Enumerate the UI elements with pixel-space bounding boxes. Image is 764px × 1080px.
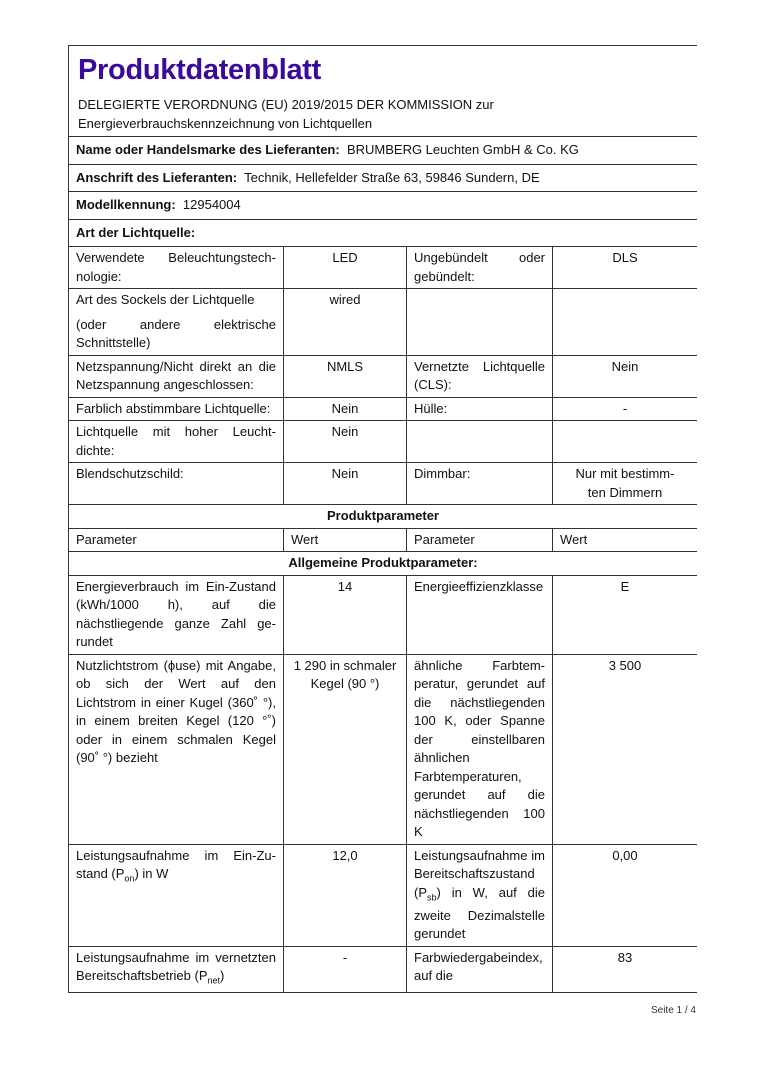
regulation-line-1: DELEGIERTE VERORDNUNG (EU) 2019/2015 DER… (78, 97, 494, 112)
light-source-type-heading: Art der Lichtquelle: (68, 218, 697, 247)
table-row: Nutzlichtstrom (ϕuse) mit An­gabe, ob si… (68, 653, 697, 845)
parameter-value: NMLS (283, 354, 407, 398)
parameter-value: Nein (283, 462, 407, 505)
parameter-label: Ungebündelt oder gebündelt: (406, 246, 553, 289)
parameter-label: Lichtquelle mit hoher Leucht­dichte: (68, 420, 284, 463)
parameter-label: Art des Sockels der Lichtquelle (oder and… (68, 288, 284, 356)
label-text: Leistungsaufnahme im Bereitschaftszu­sta… (414, 847, 545, 900)
table-row: Netzspannung/Nicht direkt an die Netzspa… (68, 354, 697, 398)
empty-cell (552, 288, 697, 356)
parameter-value: 3 500 (552, 653, 697, 845)
parameter-label: Leistungsaufnahme im Bereitschaftszu­sta… (406, 843, 553, 947)
parameter-label-note: (oder andere elektrische Schnittstelle) (76, 316, 276, 351)
parameter-label: Energieeffizienzklas­se (406, 574, 553, 655)
label-subscript: on (124, 873, 135, 884)
parameter-value: Nein (552, 354, 697, 398)
parameter-value: - (283, 945, 407, 994)
parameter-value: wired (283, 288, 407, 356)
parameter-label: Energieverbrauch im Ein-Zu­stand (kWh/10… (68, 574, 284, 655)
parameter-value: - (552, 396, 697, 421)
label-subscript: net (207, 975, 221, 986)
supplier-address-row: Anschrift des Lieferanten: Technik, Hell… (68, 163, 697, 192)
parameter-value: 12,0 (283, 843, 407, 947)
parameter-value: 83 (552, 945, 697, 994)
parameter-value: 0,00 (552, 843, 697, 947)
product-params-heading: Produktparameter (68, 504, 697, 529)
parameter-label: Netzspannung/Nicht direkt an die Netzspa… (68, 354, 284, 398)
column-header-row: Parameter Wert Parameter Wert (68, 527, 697, 552)
parameter-label: Nutzlichtstrom (ϕuse) mit An­gabe, ob si… (68, 653, 284, 845)
table-row: Leistungsaufnahme im Ein-Zu­stand (Pon) … (68, 843, 697, 947)
datasheet-table: Produktdatenblatt DELEGIERTE VERORDNUNG … (68, 45, 697, 994)
table-row: Lichtquelle mit hoher Leucht­dichte: Nei… (68, 420, 697, 463)
parameter-value: Nur mit bestimm­ten Dimmern (552, 462, 697, 505)
label-text: ) in W (134, 866, 169, 881)
general-params-heading: Allgemeine Produktparameter: (68, 551, 697, 576)
header-row: Produktdatenblatt DELEGIERTE VERORDNUNG … (68, 45, 697, 137)
parameter-value: Nein (283, 396, 407, 421)
empty-cell (406, 420, 553, 463)
column-header: Parameter (68, 527, 284, 552)
parameter-value: 14 (283, 574, 407, 655)
table-row: Art des Sockels der Lichtquelle (oder and… (68, 288, 697, 356)
parameter-value: DLS (552, 246, 697, 289)
column-header: Parameter (406, 527, 553, 552)
label-text: ) (220, 968, 225, 984)
regulation-line-2: Energieverbrauchskennzeichnung von Licht… (78, 115, 373, 131)
supplier-address-label: Anschrift des Lieferanten: (76, 169, 238, 185)
parameter-value: LED (283, 246, 407, 289)
parameter-label: Leistungsaufnahme im vernetz­ten Bereits… (68, 945, 284, 994)
column-header: Wert (283, 527, 407, 552)
parameter-label-line: Art des Sockels der Lichtquelle (76, 292, 255, 307)
parameter-label: Verwendete Beleuchtungstech­nologie: (68, 246, 284, 289)
model-id: 12954004 (182, 197, 241, 212)
column-header: Wert (552, 527, 697, 552)
parameter-label: Leistungsaufnahme im Ein-Zu­stand (Pon) … (68, 843, 284, 947)
empty-cell (406, 288, 553, 356)
label-text: Leistungsaufnahme im vernetz­ten Bereits… (76, 949, 276, 984)
parameter-value: Nein (283, 420, 407, 463)
table-row: Farblich abstimmbare Licht­quelle: Nein … (68, 396, 697, 421)
label-text: Leistungsaufnahme im Ein-Zu­stand (P (76, 847, 276, 882)
parameter-label: Hülle: (406, 396, 553, 421)
label-subscript: sb (427, 892, 437, 903)
parameter-value: E (552, 574, 697, 655)
parameter-label: Vernetzte Lichtquel­le (CLS): (406, 354, 553, 398)
parameter-value: 1 290 in schma­ler Kegel (90 °) (283, 653, 407, 845)
table-row: Leistungsaufnahme im vernetz­ten Bereits… (68, 945, 697, 994)
label-text: ) in W, auf die zweite Dezimal­stelle ge… (414, 884, 545, 942)
parameter-label: Dimmbar: (406, 462, 553, 505)
parameter-label: Blendschutzschild: (68, 462, 284, 505)
parameter-label: ähnliche Farbtem­peratur, gerundet auf d… (406, 653, 553, 845)
page-title: Produktdatenblatt (78, 54, 322, 86)
parameter-label: Farbwiedergabein­dex, auf die (406, 945, 553, 994)
supplier-name-row: Name oder Handelsmarke des Lieferanten: … (68, 136, 697, 165)
page-number: Seite 1 / 4 (650, 1005, 696, 1016)
empty-cell (552, 420, 697, 463)
table-row: Blendschutzschild: Nein Dimmbar: Nur mit… (68, 462, 697, 505)
table-row: Energieverbrauch im Ein-Zu­stand (kWh/10… (68, 574, 697, 655)
supplier-address: Technik, Hellefelder Straße 63, 59846 Su… (244, 169, 540, 185)
table-row: Verwendete Beleuchtungstech­nologie: LED… (68, 246, 697, 289)
model-row: Modellkennung: 12954004 (68, 191, 697, 220)
datasheet: Produktdatenblatt DELEGIERTE VERORDNUNG … (68, 45, 697, 1000)
model-label: Modellkennung: (76, 197, 176, 212)
parameter-label: Farblich abstimmbare Licht­quelle: (68, 396, 284, 421)
supplier-name: BRUMBERG Leuchten GmbH & Co. KG (346, 142, 579, 157)
supplier-name-label: Name oder Handelsmarke des Lieferanten: (76, 142, 340, 157)
